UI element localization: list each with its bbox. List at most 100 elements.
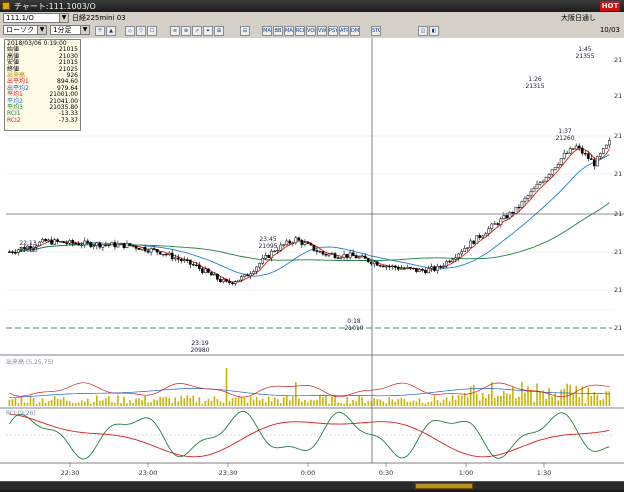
volume-bar [379,399,382,406]
candle-body [237,279,240,282]
volume-bar [159,396,161,406]
volume-bar [397,399,400,406]
toolbar-button-1[interactable]: ▲ [106,26,116,36]
info-row-value: 21035.80 [49,103,78,111]
candle-body [508,212,512,219]
candle-body [125,243,129,248]
volume-bar [26,402,29,406]
candle-body [182,259,186,262]
volume-bar [86,398,89,406]
grid-lines [6,135,612,311]
toolbar-button-21[interactable]: ◫ [418,26,428,36]
toolbar-button-14[interactable]: RCI [295,26,305,36]
toolbar-button-2[interactable]: ◇ [125,26,135,36]
interval-select[interactable]: 1分足 ▼ [50,25,90,35]
candle-body [418,269,421,272]
volume-bar [292,396,294,406]
volume-bar [527,386,529,406]
candle-body [312,244,316,251]
toolbar-button-15[interactable]: VOL [306,26,316,36]
toolbar-button-3[interactable]: ▽ [136,26,146,36]
symbol-name-label: 日経225mini 03 [72,14,126,22]
info-row-label: 出平均1 [7,78,29,86]
toolbar-button-19[interactable]: DMI [350,26,360,36]
candle-body [324,253,328,256]
toolbar-button-6[interactable]: ⊕ [181,26,191,36]
candle-body [56,239,59,242]
volume-bar [515,398,517,406]
volume-bar [325,395,327,406]
horizontal-scrollbar[interactable] [0,481,624,490]
candle-body [267,255,271,258]
info-row-value: -73.37 [58,116,78,124]
volume-bar [99,400,101,406]
toolbar-button-9[interactable]: ⊞ [214,26,224,36]
toolbar-button-18[interactable]: ATR [339,26,349,36]
candle-body [448,260,451,263]
volume-bar [252,399,255,406]
candle-body [264,255,268,259]
info-row: 終値 21025 [7,66,78,73]
candle-body [173,257,177,260]
candle-body [445,260,448,267]
toolbar-button-7[interactable]: ↗ [192,26,202,36]
volume-bar [153,399,155,406]
toolbar-button-10[interactable]: ⊟ [240,26,250,36]
candle-body [92,245,96,248]
info-row-label: 平均2 [7,97,23,105]
toolbar-button-8[interactable]: ✦ [203,26,213,36]
toolbar-button-22[interactable]: ◧ [429,26,439,36]
volume-bar [433,395,436,406]
rci-lines [6,410,612,460]
volume-bar [189,397,192,406]
volume-bar [343,403,345,406]
candle-body [535,183,539,189]
chevron-down-icon[interactable]: ▼ [59,14,68,22]
volume-bar [439,402,442,406]
candle-body [23,247,26,250]
toolbar-button-0[interactable]: 〒 [95,26,105,36]
toolbar-button-20[interactable]: STC [371,26,381,36]
toolbar-button-4[interactable]: ☐ [147,26,157,36]
candle-body [327,253,331,256]
toolbar-button-16[interactable]: VWAP [317,26,327,36]
annotation-time: 22:13 [19,240,36,247]
toolbar-button-13[interactable]: MACD [284,26,294,36]
price-axis-label: 21 [614,132,622,140]
volume-bar [44,402,47,406]
toolbar-button-12[interactable]: BB [273,26,283,36]
toolbar-button-5[interactable]: ≡ [170,26,180,36]
info-datetime: 2018/03/06 0:19:00 [7,40,67,47]
volume-bar [503,390,505,406]
volume-bar [83,401,86,406]
annotation-price: 21260 [555,135,574,142]
chart-type-select[interactable]: ローソク ▼ [3,25,47,35]
candle-body [8,251,11,253]
candle-body [20,247,23,250]
chevron-down-icon[interactable]: ▼ [37,26,46,34]
rci-line-long [9,413,610,458]
volume-bar [174,397,177,406]
symbol-code-input[interactable]: 111.1/O ▼ [3,13,69,23]
info-row: 出平均2 979.64 [7,85,78,92]
chevron-down-icon[interactable]: ▼ [80,26,89,34]
volume-bar [304,399,306,406]
candle-body [559,158,563,165]
candle-body [222,279,225,282]
info-row-label: 平均1 [7,91,23,99]
annotation-price: 21090 [18,247,37,254]
scrollbar-thumb[interactable] [415,483,473,489]
candle-body [562,152,566,159]
toolbar-button-17[interactable]: PSY [328,26,338,36]
candle-body [574,145,578,150]
volume-bar [168,397,170,406]
toolbar-button-11[interactable]: MA [262,26,272,36]
candle-body [580,147,584,154]
chart-area[interactable]: 22:13 21090 23:19 20980 23:45 21095 0:18 21010 1… [0,38,624,490]
hot-badge[interactable]: HOT [600,1,620,11]
volume-bar [313,400,315,406]
volume-bar [581,386,584,406]
volume-bar [454,399,457,406]
volume-bar [481,393,484,406]
